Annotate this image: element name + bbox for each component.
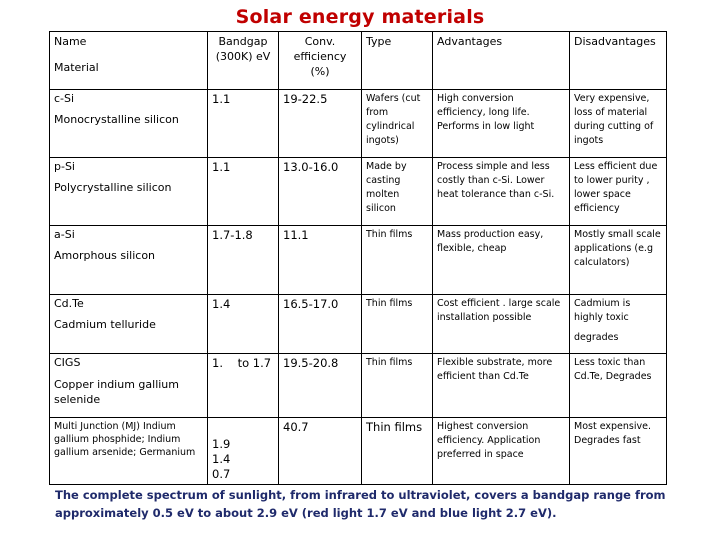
disadvantages-cell: Less toxic than Cd.Te, Degrades <box>569 352 667 418</box>
bandgap-line: 1.4 <box>212 452 231 466</box>
material-name: a-Si <box>54 228 75 242</box>
header-advantages: Advantages <box>432 30 570 91</box>
material-cell: c-Si Monocrystalline silicon <box>49 89 208 159</box>
footer-note: The complete spectrum of sunlight, from … <box>55 488 666 520</box>
disadvantages-cell: Less efficient due to lower purity , low… <box>569 157 667 227</box>
type-cell: Made by casting molten silicon <box>361 157 433 227</box>
material-name: CIGS <box>54 355 81 369</box>
bandgap-cell: 1.7-1.8 <box>207 225 279 295</box>
table-header-row: Name Material Bandgap (300K) eV Conv. ef… <box>49 30 667 91</box>
disadvantages-cell: Very expensive, loss of material during … <box>569 89 667 159</box>
bandgap-line: 0.7 <box>212 467 231 481</box>
efficiency-cell: 13.0-16.0 <box>278 157 362 227</box>
material-cell: Multi Junction (MJ) Indium gallium phosp… <box>49 416 208 486</box>
efficiency-cell: 11.1 <box>278 225 362 295</box>
advantages-cell: Process simple and less costly than c-Si… <box>432 157 570 227</box>
disadvantages-text: Cadmium is highly toxic <box>574 297 631 323</box>
efficiency-cell: 19-22.5 <box>278 89 362 159</box>
advantages-cell: Highest conversion efficiency. Applicati… <box>432 416 570 486</box>
material-full-name: Monocrystalline silicon <box>54 113 179 127</box>
advantages-cell: Mass production easy, flexible, cheap <box>432 225 570 295</box>
material-full-name: Cadmium telluride <box>54 317 156 331</box>
bandgap-cell: 1.1 <box>207 89 279 159</box>
type-cell: Thin films <box>361 416 433 486</box>
advantages-cell: Cost efficient . large scale installatio… <box>432 293 570 354</box>
header-efficiency: Conv. efficiency (%) <box>278 30 362 91</box>
type-cell: Thin films <box>361 225 433 295</box>
header-disadvantages: Disadvantages <box>569 30 667 91</box>
material-name: p-Si <box>54 160 75 174</box>
table-row: a-Si Amorphous silicon 1.7-1.8 11.1 Thin… <box>49 225 667 295</box>
material-cell: p-Si Polycrystalline silicon <box>49 157 208 227</box>
efficiency-cell: 19.5-20.8 <box>278 352 362 418</box>
table-row: Multi Junction (MJ) Indium gallium phosp… <box>49 416 667 486</box>
material-full-name: Copper indium gallium selenide <box>54 377 179 406</box>
bandgap-cell: 1.4 <box>207 293 279 354</box>
material-name: Cd.Te <box>54 296 84 310</box>
efficiency-cell: 40.7 <box>278 416 362 486</box>
advantages-cell: Flexible substrate, more efficient than … <box>432 352 570 418</box>
header-type: Type <box>361 30 433 91</box>
efficiency-cell: 16.5-17.0 <box>278 293 362 354</box>
advantages-cell: High conversion efficiency, long life. P… <box>432 89 570 159</box>
type-cell: Wafers (cut from cylindrical ingots) <box>361 89 433 159</box>
header-name-material: Name Material <box>49 30 208 91</box>
material-cell: Cd.Te Cadmium telluride <box>49 293 208 354</box>
page-title: Solar energy materials <box>235 6 485 28</box>
table-row: Cd.Te Cadmium telluride 1.4 16.5-17.0 Th… <box>49 293 667 354</box>
bandgap-cell: 1. to 1.7 <box>207 352 279 418</box>
type-cell: Thin films <box>361 293 433 354</box>
disadvantages-extra-text: degrades <box>574 331 619 343</box>
table-row: c-Si Monocrystalline silicon 1.1 19-22.5… <box>49 89 667 159</box>
bandgap-line: 1.9 <box>212 437 231 451</box>
material-full-name: Amorphous silicon <box>54 249 156 263</box>
type-cell: Thin films <box>361 352 433 418</box>
header-name: Name <box>54 35 87 48</box>
disadvantages-cell: Most expensive. Degrades fast <box>569 416 667 486</box>
disadvantages-cell: Cadmium is highly toxic degrades <box>569 293 667 354</box>
table-row: CIGS Copper indium gallium selenide 1. t… <box>49 352 667 418</box>
solar-materials-table: Name Material Bandgap (300K) eV Conv. ef… <box>49 30 667 486</box>
material-cell: a-Si Amorphous silicon <box>49 225 208 295</box>
table-row: p-Si Polycrystalline silicon 1.1 13.0-16… <box>49 157 667 227</box>
header-bandgap: Bandgap (300K) eV <box>207 30 279 91</box>
material-cell: CIGS Copper indium gallium selenide <box>49 352 208 418</box>
material-full-name: Polycrystalline silicon <box>54 181 172 195</box>
header-material: Material <box>54 61 99 74</box>
bandgap-cell: 1.9 1.4 0.7 <box>207 416 279 486</box>
disadvantages-cell: Mostly small scale applications (e.g cal… <box>569 225 667 295</box>
material-name: c-Si <box>54 92 75 106</box>
bandgap-cell: 1.1 <box>207 157 279 227</box>
